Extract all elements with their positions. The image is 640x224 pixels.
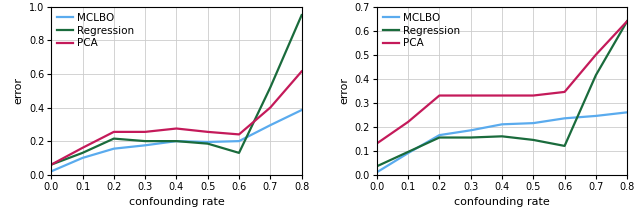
PCA	[204, 131, 212, 133]
MCLBO	[141, 144, 149, 147]
PCA	[47, 163, 55, 166]
PCA	[404, 121, 412, 123]
MCLBO	[204, 141, 212, 143]
PCA	[173, 127, 180, 130]
Regression	[404, 151, 412, 153]
Regression	[298, 14, 305, 16]
Regression	[173, 140, 180, 142]
PCA	[498, 94, 506, 97]
PCA	[141, 131, 149, 133]
PCA	[79, 146, 86, 149]
MCLBO	[298, 109, 305, 111]
Regression	[561, 144, 568, 147]
PCA	[298, 70, 305, 73]
PCA	[373, 142, 381, 145]
MCLBO	[404, 152, 412, 155]
Regression	[47, 163, 55, 166]
Regression	[266, 86, 274, 89]
Regression	[373, 165, 381, 168]
MCLBO	[235, 140, 243, 142]
MCLBO	[79, 157, 86, 159]
Regression	[529, 139, 537, 141]
Legend: MCLBO, Regression, PCA: MCLBO, Regression, PCA	[380, 10, 463, 51]
MCLBO	[266, 124, 274, 127]
MCLBO	[47, 170, 55, 173]
Line: MCLBO: MCLBO	[51, 110, 301, 171]
MCLBO	[373, 171, 381, 174]
X-axis label: confounding rate: confounding rate	[454, 197, 550, 207]
PCA	[266, 106, 274, 109]
Regression	[235, 151, 243, 154]
PCA	[592, 53, 600, 56]
Regression	[498, 135, 506, 138]
MCLBO	[498, 123, 506, 126]
Regression	[79, 151, 86, 154]
Line: Regression: Regression	[377, 21, 627, 166]
MCLBO	[592, 114, 600, 117]
MCLBO	[561, 117, 568, 120]
Line: Regression: Regression	[51, 15, 301, 165]
Y-axis label: error: error	[339, 77, 349, 104]
MCLBO	[173, 140, 180, 142]
Regression	[204, 142, 212, 145]
PCA	[467, 94, 474, 97]
Regression	[141, 140, 149, 142]
MCLBO	[529, 122, 537, 125]
Regression	[623, 20, 631, 22]
Regression	[110, 137, 118, 140]
MCLBO	[467, 129, 474, 132]
PCA	[235, 133, 243, 136]
PCA	[529, 94, 537, 97]
X-axis label: confounding rate: confounding rate	[129, 197, 224, 207]
PCA	[436, 94, 444, 97]
MCLBO	[436, 134, 444, 136]
Regression	[436, 136, 444, 139]
PCA	[561, 90, 568, 93]
PCA	[623, 20, 631, 22]
Line: PCA: PCA	[51, 71, 301, 165]
PCA	[110, 131, 118, 133]
Y-axis label: error: error	[13, 77, 23, 104]
Legend: MCLBO, Regression, PCA: MCLBO, Regression, PCA	[54, 10, 138, 51]
MCLBO	[110, 147, 118, 150]
MCLBO	[623, 111, 631, 114]
Line: PCA: PCA	[377, 21, 627, 144]
Regression	[592, 74, 600, 76]
Regression	[467, 136, 474, 139]
Line: MCLBO: MCLBO	[377, 112, 627, 172]
